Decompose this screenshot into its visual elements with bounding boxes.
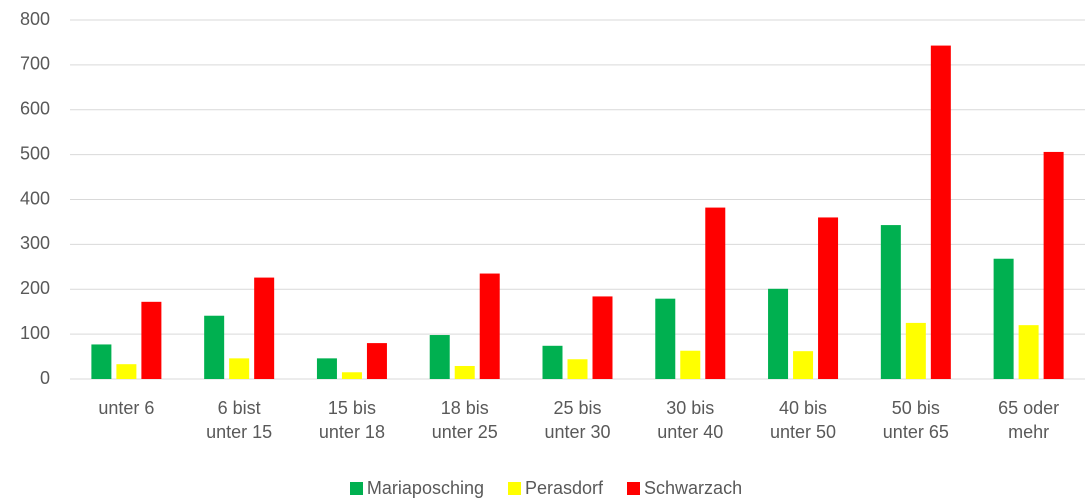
legend: Mariaposching Perasdorf Schwarzach: [0, 478, 1092, 499]
x-tick-label: 25 bis unter 30: [544, 398, 611, 442]
y-tick-label: 800: [20, 9, 50, 29]
bar: [341, 372, 362, 379]
bar: [366, 343, 387, 379]
bar: [116, 364, 137, 379]
bar: [993, 258, 1014, 379]
x-tick-label: 15 bis unter 18: [318, 398, 385, 442]
legend-swatch: [349, 482, 363, 495]
bar: [141, 301, 162, 379]
y-tick-label: 500: [20, 143, 50, 163]
bar: [316, 358, 337, 379]
bar: [1018, 325, 1039, 379]
legend-label: Mariaposching: [366, 478, 484, 498]
y-tick-label: 600: [20, 99, 50, 119]
bar: [204, 315, 225, 379]
bar: [429, 335, 450, 379]
y-tick-label: 400: [20, 188, 50, 208]
bar: [254, 277, 275, 379]
x-tick-label: unter 6: [98, 398, 155, 418]
bar: [768, 288, 789, 379]
legend-swatch: [507, 482, 521, 495]
bar: [680, 350, 701, 379]
legend-swatch: [627, 482, 641, 495]
bar: [655, 298, 676, 379]
bar: [905, 322, 926, 379]
legend-item: Mariaposching: [349, 478, 484, 499]
x-tick-label: 65 oder mehr: [998, 398, 1060, 442]
x-tick-label: 50 bis unter 65: [882, 398, 949, 442]
bar: [818, 217, 839, 379]
bar: [542, 345, 563, 379]
y-tick-label: 0: [40, 368, 50, 388]
x-tick-label: 30 bis unter 40: [657, 398, 724, 442]
x-tick-label: 40 bis unter 50: [770, 398, 837, 442]
bar: [880, 225, 901, 379]
bar: [705, 207, 726, 379]
y-tick-label: 100: [20, 323, 50, 343]
bar: [479, 273, 500, 379]
bar: [91, 344, 112, 379]
legend-label: Schwarzach: [644, 478, 743, 498]
y-tick-label: 200: [20, 278, 50, 298]
bar: [454, 365, 475, 379]
x-tick-label: 6 bist unter 15: [206, 398, 273, 442]
y-tick-label: 700: [20, 54, 50, 74]
bar: [229, 358, 250, 379]
bar: [1043, 151, 1064, 379]
x-tick-label: 18 bis unter 25: [431, 398, 498, 442]
legend-item: Perasdorf: [507, 478, 604, 499]
bar: [592, 296, 613, 379]
bar: [567, 359, 588, 379]
bar: [930, 45, 951, 380]
bar: [793, 351, 814, 379]
legend-label: Perasdorf: [524, 478, 604, 498]
legend-item: Schwarzach: [627, 478, 742, 499]
y-tick-label: 300: [20, 233, 50, 253]
